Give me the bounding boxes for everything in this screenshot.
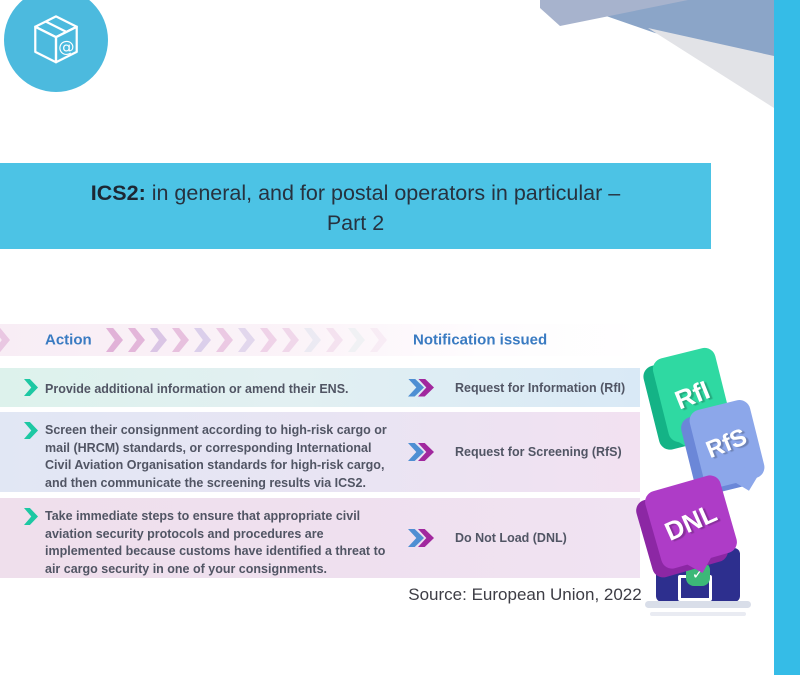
accent-bar [774, 0, 800, 675]
double-chevron-right-icon [408, 443, 434, 461]
double-chevron-right-icon [408, 529, 434, 547]
chevron-right-icon [326, 328, 343, 352]
chevron-right-icon [282, 328, 299, 352]
source-caption: Source: European Union, 2022 [408, 585, 642, 604]
parcel-at-icon: @ [34, 15, 78, 64]
laptop-shadow [650, 612, 746, 616]
rfs-speech-bubble: RfS [687, 397, 767, 491]
action-text: Screen their consignment according to hi… [45, 423, 387, 490]
table-row-rfi: Provide additional information or amend … [0, 368, 640, 407]
action-text: Provide additional information or amend … [45, 382, 349, 396]
logo-badge: @ [4, 0, 108, 92]
chevron-right-icon [194, 328, 211, 352]
chevron-right-icon [370, 328, 387, 352]
bullet-chevron-icon [24, 508, 38, 525]
notification-label: Request for Information (RfI) [455, 380, 626, 395]
chevron-right-icon [260, 328, 277, 352]
chevron-right-icon [106, 328, 123, 352]
bullet-chevron-icon [24, 379, 38, 396]
chevron-right-icon [238, 328, 255, 352]
notification-label: Request for Screening (RfS) [455, 445, 622, 459]
table-row-rfs: Screen their consignment according to hi… [0, 412, 640, 492]
svg-text:@: @ [58, 37, 74, 56]
notification-label: Do Not Load (DNL) [455, 531, 567, 545]
page-title: ICS2: in general, and for postal operato… [0, 178, 711, 208]
notification-column-header: Notification issued [413, 331, 548, 349]
title-text: in general, and for postal operators in … [145, 181, 621, 205]
bullet-chevron-icon [24, 422, 38, 439]
table-header: Action Notification issued [0, 324, 648, 356]
title-prefix: ICS2: [90, 181, 146, 205]
table-row-dnl: Take immediate steps to ensure that appr… [0, 498, 640, 578]
chevron-right-icon [348, 328, 365, 352]
chevron-train-icon [106, 328, 387, 352]
chevron-right-icon [172, 328, 189, 352]
chevron-right-icon [304, 328, 321, 352]
chevron-right-icon [216, 328, 233, 352]
double-chevron-right-icon [408, 378, 434, 397]
chevron-right-icon [150, 328, 167, 352]
action-text: Take immediate steps to ensure that appr… [45, 509, 386, 576]
title-line2: Part 2 [326, 211, 385, 235]
bubble-label: RfS [702, 423, 752, 464]
laptop-base [645, 601, 751, 608]
title-banner: ICS2: in general, and for postal operato… [0, 163, 711, 249]
action-column-header: Action [45, 331, 92, 349]
bubble-label: DNL [660, 496, 722, 547]
chevron-right-icon [128, 328, 145, 352]
chevron-right-icon [0, 328, 10, 352]
